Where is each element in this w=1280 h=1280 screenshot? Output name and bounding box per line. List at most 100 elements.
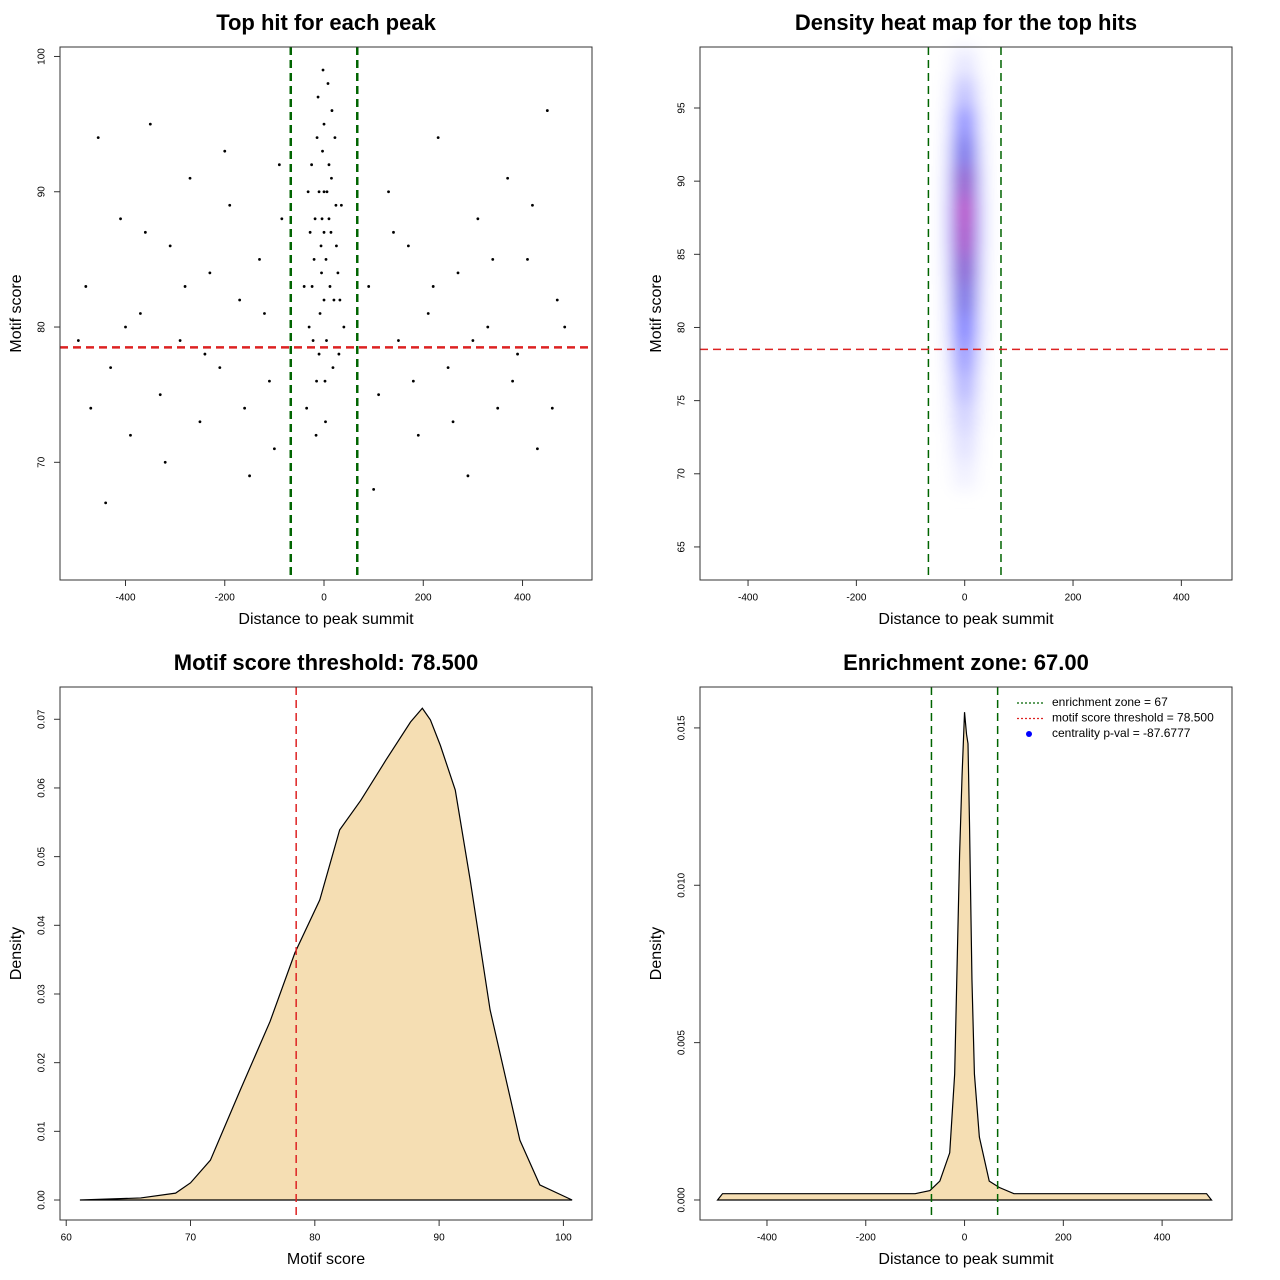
point	[335, 244, 338, 248]
point	[272, 447, 276, 451]
point	[158, 393, 162, 397]
heat-cell	[944, 108, 953, 138]
point	[316, 95, 320, 99]
heat-cell	[960, 108, 969, 138]
point	[451, 420, 455, 424]
heat-cell	[952, 400, 961, 430]
y-tick-label: 65	[677, 541, 688, 553]
heat-cell	[976, 283, 986, 313]
point	[392, 230, 395, 234]
point	[84, 285, 88, 288]
heat-cell	[952, 166, 961, 196]
heat-cell	[968, 371, 977, 401]
y-tick-label: 0.000	[677, 1187, 688, 1212]
y-tick-label: 90	[677, 175, 688, 187]
plot-area	[700, 47, 1232, 580]
legend-label: enrichment zone = 67	[1052, 695, 1168, 709]
y-tick-label: 100	[37, 48, 48, 65]
density-area	[716, 712, 1213, 1201]
x-tick-label: 0	[962, 593, 968, 604]
point	[486, 325, 490, 329]
heat-cell	[944, 400, 953, 430]
heat-cell	[960, 78, 969, 109]
point	[313, 217, 317, 221]
point	[330, 109, 334, 112]
x-axis-label: Distance to peak summit	[238, 611, 414, 628]
y-tick-label: 70	[677, 468, 688, 480]
point	[306, 190, 310, 194]
y-tick-label: 0.07	[37, 709, 48, 729]
y-axis-label: Motif score	[648, 274, 665, 352]
point	[320, 271, 323, 275]
point	[491, 257, 495, 261]
point	[89, 406, 93, 410]
heat-cell	[952, 137, 961, 167]
point	[330, 176, 333, 180]
heat-cell	[952, 108, 961, 138]
point	[456, 271, 460, 275]
x-tick-label: 0	[962, 1233, 968, 1244]
heat-cell	[952, 225, 961, 255]
heat-cell	[952, 78, 961, 109]
heat-cell	[976, 254, 986, 284]
legend-label: motif score threshold = 78.500	[1052, 711, 1214, 725]
x-tick-label: 80	[309, 1233, 321, 1244]
y-tick-label: 85	[677, 248, 688, 260]
point	[342, 325, 346, 329]
y-tick-label: 0.05	[37, 846, 48, 866]
point	[223, 149, 227, 153]
heat-cell	[960, 225, 969, 255]
heat-cell	[952, 429, 961, 460]
heatmap	[944, 49, 986, 489]
point	[426, 312, 430, 315]
point	[327, 217, 331, 221]
point	[208, 271, 212, 275]
y-tick-label: 70	[37, 456, 48, 468]
point	[411, 379, 415, 383]
point	[319, 244, 323, 248]
point	[320, 217, 324, 221]
point	[302, 285, 306, 288]
y-tick-label: 80	[677, 321, 688, 333]
point	[96, 136, 100, 140]
point	[446, 366, 450, 370]
heat-cell	[944, 137, 953, 167]
x-tick-label: -200	[856, 1233, 876, 1244]
heat-cell	[960, 195, 969, 226]
x-tick-label: 90	[434, 1233, 446, 1244]
heat-cell	[976, 195, 986, 226]
point	[328, 285, 332, 288]
x-tick-label: 200	[1055, 1233, 1072, 1244]
x-tick-label: -200	[215, 593, 235, 604]
heat-cell	[952, 312, 961, 343]
heat-cell	[944, 342, 953, 372]
point	[431, 285, 435, 288]
panel-title: Enrichment zone: 67.00	[843, 650, 1089, 675]
point	[315, 379, 318, 383]
point	[334, 203, 338, 207]
point	[323, 379, 327, 383]
legend-marker	[1026, 731, 1032, 737]
point	[119, 217, 122, 221]
point	[203, 352, 207, 356]
heat-cell	[960, 429, 969, 460]
point	[406, 244, 410, 248]
point	[466, 474, 470, 478]
point	[248, 474, 251, 478]
plot-frame	[59, 46, 593, 581]
heat-cell	[944, 371, 953, 401]
point	[228, 203, 232, 207]
heat-cell	[968, 166, 977, 196]
x-tick-label: 200	[1065, 593, 1082, 604]
heat-cell	[952, 459, 961, 489]
heat-cell	[976, 400, 986, 430]
point	[277, 163, 281, 167]
point	[268, 379, 271, 383]
point	[511, 379, 514, 383]
point	[536, 447, 539, 451]
plot-area	[716, 687, 1213, 1220]
y-axis-label: Motif score	[8, 274, 25, 352]
point	[318, 312, 322, 315]
heat-cell	[960, 49, 969, 79]
